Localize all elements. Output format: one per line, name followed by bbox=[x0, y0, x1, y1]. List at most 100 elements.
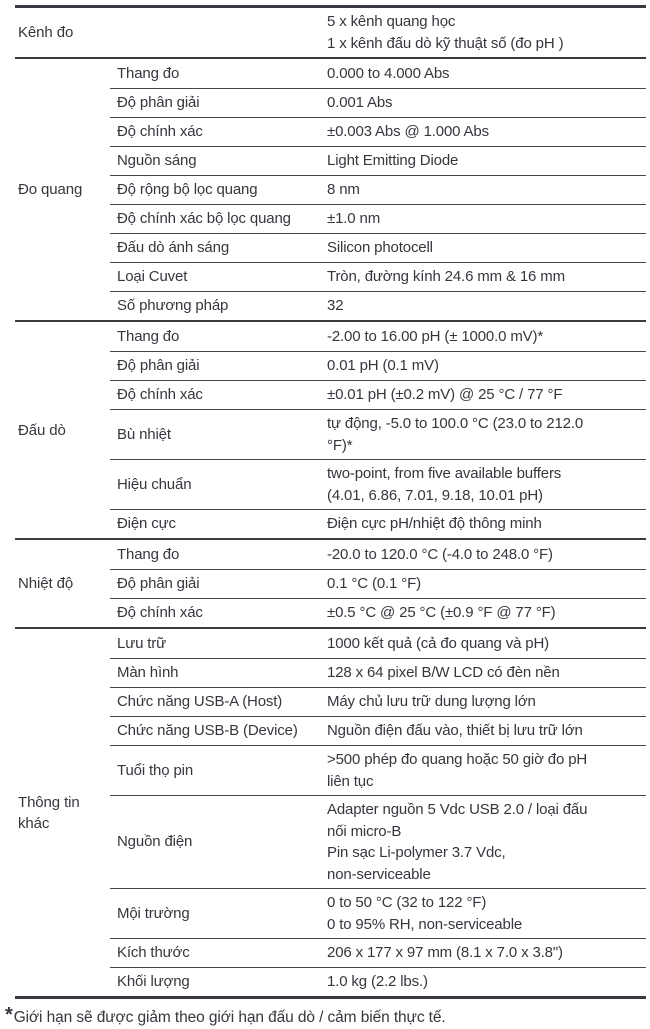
spec-name: Số phương pháp bbox=[117, 297, 229, 314]
spec-row: Kích thước 206 x 177 x 97 mm (8.1 x 7.0 x… bbox=[110, 938, 646, 967]
spec-value: 1.0 kg (2.2 lbs.) bbox=[327, 968, 646, 996]
spec-value-line: Light Emitting Diode bbox=[327, 152, 459, 170]
spec-name: Màn hình bbox=[117, 664, 179, 681]
footnote-text: Giới hạn sẽ được giảm theo giới hạn đấu … bbox=[13, 1009, 446, 1026]
spec-name: Độ chính xác bbox=[117, 386, 203, 403]
spec-value-line: 1.0 kg (2.2 lbs.) bbox=[327, 973, 428, 991]
spec-value-line: Silicon photocell bbox=[327, 239, 433, 257]
spec-row: Số phương pháp 32 bbox=[110, 291, 646, 320]
spec-value-line: °F)* bbox=[327, 436, 353, 454]
spec-value-line: Adapter nguồn 5 Vdc USB 2.0 / loại đấu bbox=[327, 801, 588, 818]
spec-value-line: Tròn, đường kính 24.6 mm & 16 mm bbox=[327, 268, 565, 286]
spec-row: Nguồn sáng Light Emitting Diode bbox=[110, 146, 646, 175]
spec-value: 206 x 177 x 97 mm (8.1 x 7.0 x 3.8") bbox=[327, 939, 646, 967]
spec-value-line: two-point, from five available buffers bbox=[327, 465, 562, 482]
spec-name: Bù nhiệt bbox=[117, 425, 171, 443]
spec-value-line: 5 x kênh quang học bbox=[327, 13, 456, 30]
footnote-asterisk: * bbox=[5, 1004, 13, 1026]
spec-value-line: ±0.01 pH (±0.2 mV) @ 25 °C / 77 °F bbox=[327, 386, 563, 404]
spec-name: Mội trường bbox=[117, 904, 190, 922]
spec-value: 5 x kênh quang học 1 x kênh đấu dò kỹ thu… bbox=[327, 8, 646, 57]
spec-row: Chức năng USB-A (Host) Máy chủ lưu trữ du… bbox=[110, 687, 646, 716]
spec-row: Bù nhiệt tự động, -5.0 to 100.0 °C (23.0 … bbox=[110, 409, 646, 459]
spec-value-line: 1 x kênh đấu dò kỹ thuật số (đo pH ) bbox=[327, 34, 564, 52]
spec-value-line: 0.01 pH (0.1 mV) bbox=[327, 357, 439, 375]
group-label: Đấu dò bbox=[18, 421, 66, 439]
spec-section: Kênh đo 5 x kênh quang học 1 x kênh đấu dò… bbox=[15, 8, 646, 57]
spec-value: ±0.003 Abs @ 1.000 Abs bbox=[327, 118, 646, 146]
spec-value: 0.01 pH (0.1 mV) bbox=[327, 352, 646, 380]
spec-section: Đấu dò Thang đo -2.00 to 16.00 pH (± 1000.… bbox=[15, 320, 646, 538]
spec-row: Tuổi thọ pin >500 phép đo quang hoặc 50 g… bbox=[110, 745, 646, 795]
spec-value-line: 0.1 °C (0.1 °F) bbox=[327, 575, 421, 593]
spec-row: Hiệu chuẩn two-point, from five available… bbox=[110, 459, 646, 509]
spec-value-line: non-serviceable bbox=[327, 865, 431, 883]
group-label: Nhiệt độ bbox=[18, 575, 74, 592]
spec-value: -20.0 to 120.0 °C (-4.0 to 248.0 °F) bbox=[327, 541, 646, 569]
spec-name: Chức năng USB-A (Host) bbox=[117, 693, 283, 710]
spec-name: Độ phân giải bbox=[117, 94, 200, 111]
section-rows: 5 x kênh quang học 1 x kênh đấu dò kỹ thu… bbox=[110, 8, 646, 57]
spec-value-line: ±1.0 nm bbox=[327, 210, 381, 228]
spec-value-line: 32 bbox=[327, 297, 344, 315]
spec-value-line: Pin sạc Li-polymer 3.7 Vdc, bbox=[327, 844, 506, 861]
spec-value: Máy chủ lưu trữ dung lượng lớn bbox=[327, 688, 646, 716]
group-label: Thông tin khác bbox=[18, 793, 80, 832]
spec-row: Độ chính xác ±0.5 °C @ 25 °C (±0.9 °F @ 7… bbox=[110, 598, 646, 627]
spec-value: -2.00 to 16.00 pH (± 1000.0 mV)* bbox=[327, 323, 646, 351]
section-rows: Thang đo -2.00 to 16.00 pH (± 1000.0 mV)*… bbox=[110, 322, 646, 538]
spec-row: Độ phân giải 0.01 pH (0.1 mV) bbox=[110, 351, 646, 380]
spec-row: Độ chính xác ±0.01 pH (±0.2 mV) @ 25 °C /… bbox=[110, 380, 646, 409]
spec-row: Lưu trữ 1000 kết quả (cả đo quang và pH) bbox=[110, 629, 646, 658]
spec-name: Chức năng USB-B (Device) bbox=[117, 722, 298, 739]
spec-name: Kích thước bbox=[117, 944, 190, 961]
spec-value: 0.001 Abs bbox=[327, 89, 646, 117]
spec-name: Độ rộng bộ lọc quang bbox=[117, 181, 258, 198]
spec-name: Nguồn sáng bbox=[117, 152, 197, 169]
spec-row: Độ phân giải 0.1 °C (0.1 °F) bbox=[110, 569, 646, 598]
spec-value-line: 0.001 Abs bbox=[327, 94, 393, 112]
spec-row: Thang đo -2.00 to 16.00 pH (± 1000.0 mV)* bbox=[110, 322, 646, 351]
section-rows: Lưu trữ 1000 kết quả (cả đo quang và pH) M… bbox=[110, 629, 646, 996]
spec-value-line: nối micro-B bbox=[327, 822, 402, 840]
spec-value: Nguồn điện đấu vào, thiết bị lưu trữ lớn bbox=[327, 717, 646, 745]
spec-table: Kênh đo 5 x kênh quang học 1 x kênh đấu dò… bbox=[15, 5, 646, 999]
spec-value-line: Điện cực pH/nhiệt độ thông minh bbox=[327, 515, 542, 533]
spec-value: 8 nm bbox=[327, 176, 646, 204]
spec-value-line: ±0.003 Abs @ 1.000 Abs bbox=[327, 123, 489, 141]
spec-name: Độ chính xác bbox=[117, 123, 203, 140]
spec-name: Hiệu chuẩn bbox=[117, 475, 192, 493]
spec-value-line: 0 to 50 °C (32 to 122 °F) bbox=[327, 894, 487, 911]
spec-name: Loại Cuvet bbox=[117, 268, 188, 285]
spec-value: tự động, -5.0 to 100.0 °C (23.0 to 212.0… bbox=[327, 410, 646, 459]
spec-row: Thang đo -20.0 to 120.0 °C (-4.0 to 248.0… bbox=[110, 540, 646, 569]
spec-value: 0.000 to 4.000 Abs bbox=[327, 60, 646, 88]
spec-value: 0 to 50 °C (32 to 122 °F) 0 to 95% RH, no… bbox=[327, 889, 646, 938]
spec-value: 128 x 64 pixel B/W LCD có đèn nền bbox=[327, 659, 646, 687]
spec-row: 5 x kênh quang học 1 x kênh đấu dò kỹ thu… bbox=[110, 8, 646, 57]
group-label: Đo quang bbox=[18, 181, 83, 198]
spec-row: Nguồn điện Adapter nguồn 5 Vdc USB 2.0 / … bbox=[110, 795, 646, 888]
spec-name: Độ phân giải bbox=[117, 357, 200, 374]
spec-row: Mội trường 0 to 50 °C (32 to 122 °F) 0 to … bbox=[110, 888, 646, 938]
spec-value-line: ±0.5 °C @ 25 °C (±0.9 °F @ 77 °F) bbox=[327, 604, 556, 622]
spec-value-line: Máy chủ lưu trữ dung lượng lớn bbox=[327, 693, 536, 711]
spec-name: Độ chính xác bbox=[117, 604, 203, 621]
spec-name: Đấu dò ánh sáng bbox=[117, 239, 230, 256]
spec-value: 32 bbox=[327, 292, 646, 320]
spec-row: Màn hình 128 x 64 pixel B/W LCD có đèn nề… bbox=[110, 658, 646, 687]
group-label: Kênh đo bbox=[18, 24, 74, 41]
spec-value-line: 206 x 177 x 97 mm (8.1 x 7.0 x 3.8") bbox=[327, 944, 563, 962]
spec-row: Độ rộng bộ lọc quang 8 nm bbox=[110, 175, 646, 204]
spec-value: Adapter nguồn 5 Vdc USB 2.0 / loại đấu nố… bbox=[327, 796, 646, 888]
spec-name: Thang đo bbox=[117, 327, 180, 345]
spec-name: Lưu trữ bbox=[117, 634, 167, 652]
spec-value-line: 128 x 64 pixel B/W LCD có đèn nền bbox=[327, 664, 560, 682]
spec-value-line: 8 nm bbox=[327, 181, 360, 199]
spec-value: 0.1 °C (0.1 °F) bbox=[327, 570, 646, 598]
spec-name: Điện cực bbox=[117, 515, 176, 532]
spec-value-line: tự động, -5.0 to 100.0 °C (23.0 to 212.0 bbox=[327, 415, 584, 432]
spec-row: Độ phân giải 0.001 Abs bbox=[110, 88, 646, 117]
spec-value: Light Emitting Diode bbox=[327, 147, 646, 175]
